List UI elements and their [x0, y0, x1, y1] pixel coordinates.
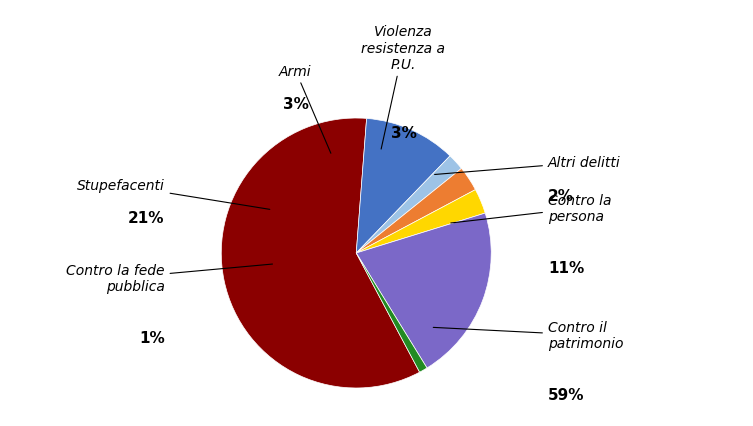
Text: 3%: 3%: [391, 126, 416, 141]
Text: Armi: Armi: [279, 64, 331, 154]
Wedge shape: [356, 156, 462, 253]
Text: Contro il
patrimonio: Contro il patrimonio: [433, 320, 623, 350]
Wedge shape: [356, 169, 475, 253]
Wedge shape: [221, 119, 419, 388]
Text: 59%: 59%: [548, 387, 584, 402]
Text: Altri delitti: Altri delitti: [434, 156, 620, 175]
Wedge shape: [356, 253, 427, 372]
Text: 21%: 21%: [128, 211, 165, 226]
Text: 11%: 11%: [548, 260, 584, 275]
Text: 3%: 3%: [282, 97, 309, 112]
Text: Contro la
persona: Contro la persona: [451, 194, 611, 224]
Text: Violenza
resistenza a
P.U.: Violenza resistenza a P.U.: [361, 25, 446, 150]
Text: 2%: 2%: [548, 188, 574, 203]
Wedge shape: [356, 119, 450, 253]
Text: Contro la fede
pubblica: Contro la fede pubblica: [66, 264, 273, 294]
Wedge shape: [356, 190, 485, 253]
Text: 1%: 1%: [139, 330, 165, 345]
Wedge shape: [356, 213, 491, 368]
Text: Stupefacenti: Stupefacenti: [77, 179, 270, 210]
